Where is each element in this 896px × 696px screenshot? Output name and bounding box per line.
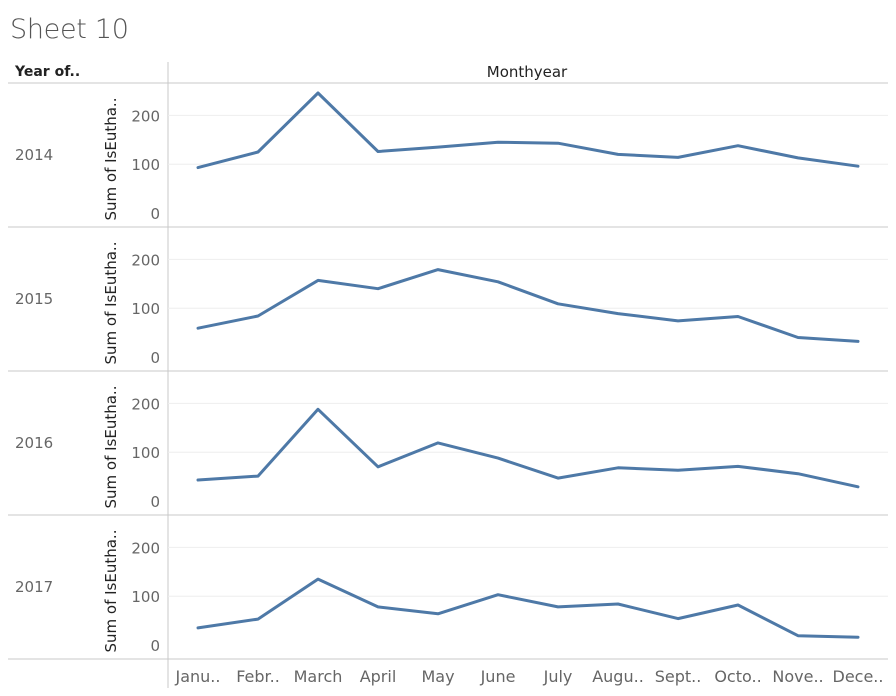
data-point[interactable] — [794, 154, 802, 162]
data-point[interactable] — [674, 615, 682, 623]
chart-headers: Year of.. Monthyear — [14, 63, 568, 81]
data-point[interactable] — [494, 278, 502, 286]
data-point[interactable] — [734, 313, 742, 321]
data-point[interactable] — [194, 624, 202, 632]
x-tick-label: Nove.. — [772, 667, 823, 686]
year-label[interactable]: 2017 — [15, 578, 53, 596]
data-point[interactable] — [614, 150, 622, 158]
series-line-2015[interactable] — [196, 268, 860, 343]
y-tick-label: 0 — [150, 493, 160, 511]
y-axis-title[interactable]: Sum of IsEutha.. — [102, 242, 120, 365]
data-point[interactable] — [554, 300, 562, 308]
y-tick-label: 100 — [131, 156, 160, 174]
chart-frame — [8, 62, 888, 688]
y-axis-title[interactable]: Sum of IsEutha.. — [102, 98, 120, 221]
y-tick-label: 0 — [150, 205, 160, 223]
row-header[interactable]: Year of.. — [14, 64, 80, 80]
data-point[interactable] — [314, 276, 322, 284]
data-point[interactable] — [314, 405, 322, 413]
data-point[interactable] — [614, 600, 622, 608]
y-tick-label: 200 — [131, 107, 160, 125]
data-point[interactable] — [434, 610, 442, 618]
y-tick-label: 200 — [131, 395, 160, 413]
data-point[interactable] — [854, 162, 862, 170]
year-label[interactable]: 2015 — [15, 290, 53, 308]
x-tick-label: July — [543, 667, 573, 686]
y-tick-label: 200 — [131, 539, 160, 557]
chart-panels: 2014 Sum of IsEutha.. 0 100 200 2015 Sum of Is… — [8, 89, 888, 660]
data-point[interactable] — [854, 483, 862, 491]
data-point[interactable] — [254, 312, 262, 320]
y-tick-label: 0 — [150, 349, 160, 367]
year-label[interactable]: 2016 — [15, 434, 53, 452]
series-line-2017[interactable] — [196, 577, 860, 639]
data-point[interactable] — [314, 575, 322, 583]
panel-2017: 2017 Sum of IsEutha.. 0 100 200 — [8, 530, 888, 660]
data-point[interactable] — [194, 476, 202, 484]
data-point[interactable] — [794, 334, 802, 342]
sheet-title: Sheet 10 — [10, 14, 129, 45]
panel-2014: 2014 Sum of IsEutha.. 0 100 200 — [8, 89, 888, 228]
data-point[interactable] — [254, 472, 262, 480]
column-header[interactable]: Monthyear — [487, 63, 568, 81]
data-point[interactable] — [194, 164, 202, 172]
data-point[interactable] — [554, 139, 562, 147]
data-point[interactable] — [314, 89, 322, 97]
year-label[interactable]: 2014 — [15, 146, 53, 164]
y-tick-label: 100 — [131, 300, 160, 318]
data-point[interactable] — [734, 601, 742, 609]
x-tick-label: Janu.. — [175, 667, 221, 686]
data-point[interactable] — [854, 633, 862, 641]
x-tick-label: Febr.. — [236, 667, 280, 686]
data-point[interactable] — [794, 470, 802, 478]
series-line-2014[interactable] — [196, 91, 860, 170]
y-tick-label: 200 — [131, 251, 160, 269]
x-tick-label: March — [294, 667, 343, 686]
x-tick-label: Dece.. — [833, 667, 884, 686]
x-tick-label: May — [421, 667, 454, 686]
data-point[interactable] — [794, 632, 802, 640]
y-axis-title[interactable]: Sum of IsEutha.. — [102, 530, 120, 653]
data-point[interactable] — [374, 285, 382, 293]
data-point[interactable] — [614, 310, 622, 318]
data-point[interactable] — [674, 466, 682, 474]
x-tick-label: April — [360, 667, 397, 686]
panel-2016: 2016 Sum of IsEutha.. 0 100 200 — [8, 386, 888, 516]
data-point[interactable] — [554, 474, 562, 482]
data-point[interactable] — [614, 464, 622, 472]
y-tick-label: 100 — [131, 588, 160, 606]
data-point[interactable] — [494, 454, 502, 462]
x-tick-label: Augu.. — [592, 667, 644, 686]
data-point[interactable] — [494, 591, 502, 599]
y-tick-label: 100 — [131, 444, 160, 462]
data-point[interactable] — [674, 153, 682, 161]
x-tick-label: Octo.. — [714, 667, 761, 686]
panel-2015: 2015 Sum of IsEutha.. 0 100 200 — [8, 242, 888, 372]
data-point[interactable] — [254, 615, 262, 623]
data-point[interactable] — [254, 148, 262, 156]
data-point[interactable] — [494, 138, 502, 146]
y-tick-label: 0 — [150, 637, 160, 655]
x-axis: Janu.. Febr.. March April May June July Augu.. S… — [175, 667, 884, 686]
series-line-2016[interactable] — [196, 407, 860, 489]
data-point[interactable] — [554, 603, 562, 611]
data-point[interactable] — [374, 463, 382, 471]
y-axis-title[interactable]: Sum of IsEutha.. — [102, 386, 120, 509]
data-point[interactable] — [434, 439, 442, 447]
data-point[interactable] — [734, 462, 742, 470]
data-point[interactable] — [854, 337, 862, 345]
data-point[interactable] — [374, 148, 382, 156]
data-point[interactable] — [674, 317, 682, 325]
data-point[interactable] — [374, 603, 382, 611]
x-tick-label: Sept.. — [655, 667, 702, 686]
data-point[interactable] — [434, 266, 442, 274]
data-point[interactable] — [434, 143, 442, 151]
data-point[interactable] — [734, 142, 742, 150]
x-tick-label: June — [480, 667, 516, 686]
data-point[interactable] — [194, 324, 202, 332]
